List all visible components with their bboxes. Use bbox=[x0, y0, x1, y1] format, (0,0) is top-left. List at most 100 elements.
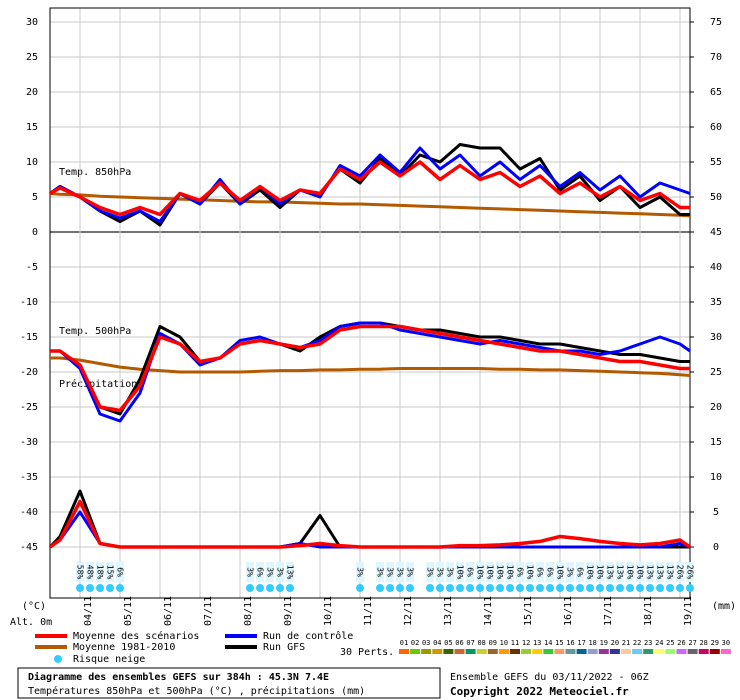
snow-label: 6% bbox=[576, 567, 585, 577]
y2-tick-label: 35 bbox=[710, 297, 722, 308]
snow-flake bbox=[486, 584, 494, 592]
footer-run: Ensemble GEFS du 03/11/2022 - 06Z bbox=[450, 672, 649, 683]
pert-swatch bbox=[476, 649, 487, 654]
pert-swatch bbox=[554, 649, 565, 654]
snow-label: 13% bbox=[666, 565, 675, 580]
snow-label: 3% bbox=[566, 567, 575, 577]
pert-label: 25 bbox=[666, 639, 674, 647]
pert-label: 03 bbox=[422, 639, 430, 647]
y-tick-label: 10 bbox=[26, 157, 38, 168]
snow-flake bbox=[666, 584, 674, 592]
y-tick-label: -30 bbox=[20, 437, 38, 448]
snow-label-bg bbox=[286, 562, 294, 582]
snow-label-bg bbox=[76, 562, 84, 582]
legend-label: Run GFS bbox=[263, 642, 305, 653]
snow-label: 13% bbox=[646, 565, 655, 580]
snow-label-bg bbox=[426, 562, 434, 582]
snow-label-bg bbox=[246, 562, 254, 582]
pert-swatch bbox=[676, 649, 687, 654]
y-tick-label: -25 bbox=[20, 402, 38, 413]
snow-flake bbox=[686, 584, 694, 592]
snow-label-bg bbox=[546, 562, 554, 582]
y2-tick-label: 40 bbox=[710, 262, 722, 273]
snow-label-bg bbox=[356, 562, 364, 582]
x-tick-label: 13/11 bbox=[443, 596, 454, 626]
snow-label-bg bbox=[556, 562, 564, 582]
snow-label-bg bbox=[646, 562, 654, 582]
snow-label-bg bbox=[406, 562, 414, 582]
snow-label: 15% bbox=[106, 565, 115, 580]
snow-flake bbox=[406, 584, 414, 592]
snow-flake bbox=[466, 584, 474, 592]
annotation: Temp. 500hPa bbox=[59, 326, 131, 337]
snow-flake bbox=[376, 584, 384, 592]
snow-label-bg bbox=[106, 562, 114, 582]
snow-label-bg bbox=[596, 562, 604, 582]
y-tick-label: -35 bbox=[20, 472, 38, 483]
snow-label-bg bbox=[586, 562, 594, 582]
snow-label-bg bbox=[446, 562, 454, 582]
snow-flake bbox=[616, 584, 624, 592]
pert-swatch bbox=[465, 649, 476, 654]
x-tick-label: 10/11 bbox=[323, 596, 334, 626]
snow-label: 18% bbox=[96, 565, 105, 580]
snow-flake bbox=[476, 584, 484, 592]
legend-label: Run de contrôle bbox=[263, 630, 353, 642]
snow-label: 13% bbox=[616, 565, 625, 580]
snow-label: 3% bbox=[376, 567, 385, 577]
y2-tick-label: 15 bbox=[710, 437, 722, 448]
snow-label: 6% bbox=[516, 567, 525, 577]
y-tick-label: 5 bbox=[32, 192, 38, 203]
snow-label-bg bbox=[86, 562, 94, 582]
x-tick-label: 08/11 bbox=[243, 596, 254, 626]
snow-flake bbox=[676, 584, 684, 592]
snow-label: 10% bbox=[526, 565, 535, 580]
y2-tick-label: 45 bbox=[710, 227, 722, 238]
pert-swatch bbox=[443, 649, 454, 654]
snow-flake bbox=[556, 584, 564, 592]
pert-label: 14 bbox=[544, 639, 552, 647]
snow-label-bg bbox=[656, 562, 664, 582]
y-tick-label: -40 bbox=[20, 507, 38, 518]
plot-frame bbox=[49, 7, 691, 599]
pert-swatch bbox=[621, 649, 631, 654]
snow-flake bbox=[456, 584, 464, 592]
x-tick-label: 19/11 bbox=[683, 596, 694, 626]
snow-label-bg bbox=[476, 562, 484, 582]
pert-label: 21 bbox=[622, 639, 630, 647]
pert-label: 24 bbox=[655, 639, 663, 647]
snow-label: 3% bbox=[356, 567, 365, 577]
y-tick-label: -15 bbox=[20, 332, 38, 343]
snow-label-bg bbox=[496, 562, 504, 582]
x-tick-label: 18/11 bbox=[643, 596, 654, 626]
snow-flake bbox=[536, 584, 544, 592]
snow-flake bbox=[76, 584, 84, 592]
pert-swatch bbox=[543, 649, 554, 654]
y2-tick-label: 0 bbox=[713, 542, 719, 553]
x-tick-label: 09/11 bbox=[283, 596, 294, 626]
snow-flake bbox=[586, 584, 594, 592]
snow-label-bg bbox=[396, 562, 404, 582]
pert-swatch bbox=[687, 649, 698, 654]
y-tick-label: -20 bbox=[20, 367, 38, 378]
snow-label: 3% bbox=[436, 567, 445, 577]
x-tick-label: 12/11 bbox=[403, 596, 414, 626]
line-850 bbox=[49, 160, 690, 217]
snow-label: 58% bbox=[76, 565, 85, 580]
snow-flake bbox=[566, 584, 574, 592]
snow-flake bbox=[646, 584, 654, 592]
y2-tick-label: 65 bbox=[710, 87, 722, 98]
y2-tick-label: 55 bbox=[710, 157, 722, 168]
snow-label: 10% bbox=[506, 565, 515, 580]
snow-flake bbox=[356, 584, 364, 592]
snow-label-bg bbox=[636, 562, 644, 582]
snow-label: 10% bbox=[476, 565, 485, 580]
snow-label-bg bbox=[666, 562, 674, 582]
snow-label: 6% bbox=[546, 567, 555, 577]
snow-flake bbox=[386, 584, 394, 592]
snow-label: 6% bbox=[116, 567, 125, 577]
y2-tick-label: 70 bbox=[710, 52, 722, 63]
y-axis-label: (°C) bbox=[22, 601, 46, 612]
pert-swatch bbox=[432, 649, 443, 654]
